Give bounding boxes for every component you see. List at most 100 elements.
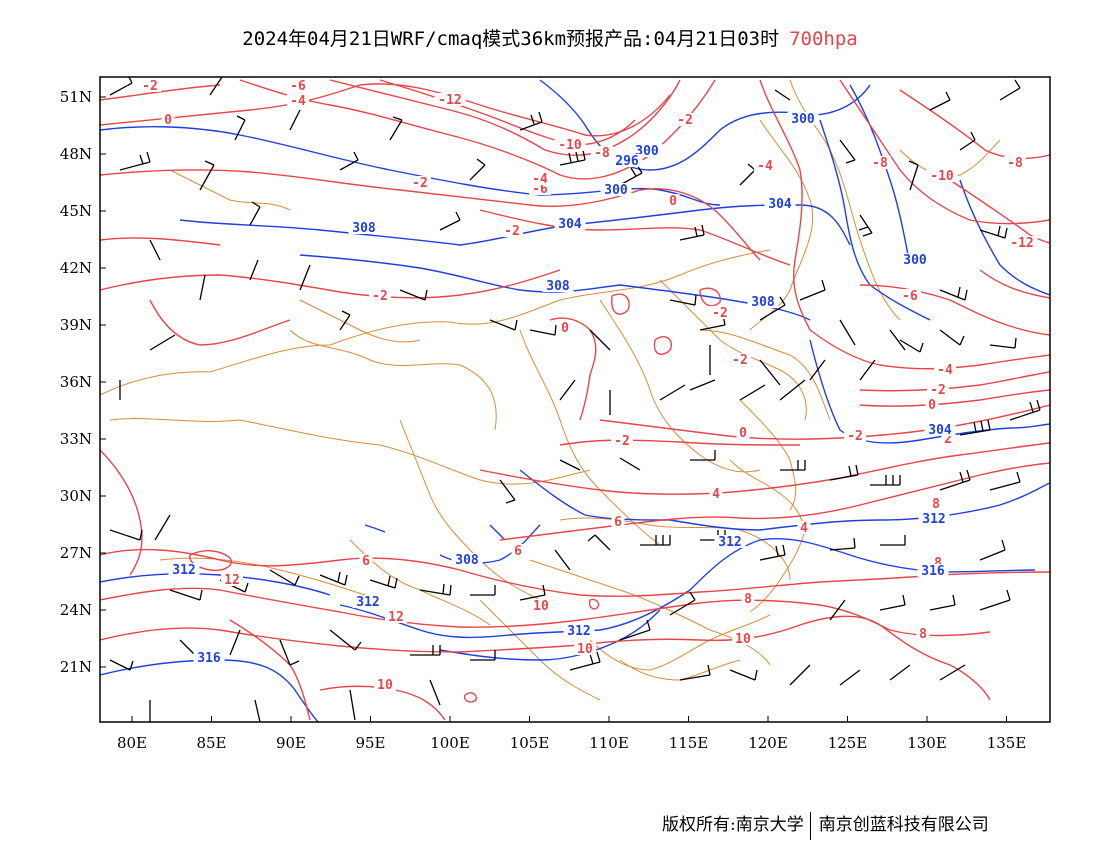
temperature-contour-label: 12 (388, 610, 404, 625)
height-contour-label: 316 (197, 651, 221, 666)
temperature-label-bg (674, 113, 696, 126)
temperature-label-bg (732, 632, 754, 645)
temperature-label-bg (929, 497, 943, 510)
temperature-label-bg (530, 599, 552, 612)
height-label-bg (451, 553, 483, 566)
lat-tick-label: 33N (60, 430, 92, 448)
temperature-contour-label: -2 (677, 113, 693, 128)
temperature-contour-label: 0 (669, 194, 677, 209)
lat-tick-label: 27N (60, 544, 92, 562)
height-label-bg (600, 183, 632, 196)
lon-tick-label: 105E (510, 734, 550, 752)
temperature-contour-label: -2 (712, 306, 728, 321)
footer-right: 南京创蓝科技有限公司 (818, 815, 989, 835)
temperature-contour-label: 0 (928, 398, 936, 413)
height-contour-label: 312 (567, 624, 590, 639)
temperature-contour-label: -2 (847, 429, 863, 444)
temperature-label-bg (709, 487, 723, 500)
temperature-labels: -2 -6-4 -120 -2-10-8-2 -6-40-2-4 -8-10-8-12-6… (139, 79, 1038, 693)
height-contour-label: 300 (903, 253, 927, 268)
temperature-contour-label: -6 (902, 289, 918, 304)
lat-tick-label: 45N (60, 202, 92, 220)
temperature-label-bg (434, 93, 466, 106)
temperature-contour-label: -6 (532, 182, 548, 197)
height-contour-label: 308 (546, 279, 570, 294)
temperature-contour-label: 6 (514, 544, 522, 559)
chart-title: 2024年04月21日WRF/cmaq模式36km预报产品:04月21日03时 7… (0, 24, 1100, 51)
lon-tick-label: 85E (196, 734, 226, 752)
height-label-bg (611, 154, 643, 167)
temperature-contour-label: 8 (919, 627, 927, 642)
temperature-label-bg (666, 194, 680, 207)
temperature-label-bg (1006, 236, 1038, 249)
lon-tick-label: 115E (669, 734, 709, 752)
temperature-label-bg (925, 398, 939, 411)
temperature-label-bg (529, 172, 551, 185)
height-contour-label: 300 (604, 183, 628, 198)
lat-tick-label: 24N (60, 601, 92, 619)
temperature-contour-label: -12 (1010, 236, 1033, 251)
temperature-contour-label: -12 (438, 93, 461, 108)
temperature-label-bg (611, 434, 633, 447)
temperature-contour-label: -4 (290, 94, 306, 109)
temperature-contour-label: 10 (533, 599, 549, 614)
temperature-contour-label: -2 (142, 79, 158, 94)
temperature-label-bg (161, 113, 175, 126)
height-contour-label: 308 (352, 221, 376, 236)
height-contour-label: 300 (791, 112, 815, 127)
footer-separator (809, 811, 811, 840)
temperature-label-bg (797, 521, 811, 534)
temperature-contour-label: -10 (930, 169, 954, 184)
title-level: 700hpa (789, 28, 858, 50)
lat-tick-label: 30N (60, 487, 92, 505)
temperature-label-bg (139, 79, 161, 92)
temperature-contour-label: 8 (744, 592, 752, 607)
temperature-label-bg (554, 138, 586, 151)
temperature-label-bg (916, 627, 930, 640)
height-label-bg (352, 595, 384, 608)
plot-frame (99, 76, 1051, 723)
lon-tick-label: 130E (907, 734, 947, 752)
lon-tick-label: 100E (430, 734, 470, 752)
temperature-label-bg (899, 289, 921, 302)
temperature-contour-label: -2 (412, 176, 428, 191)
temperature-contour-label: 4 (800, 521, 808, 536)
temperature-label-bg (844, 429, 866, 442)
temperature-label-bg (409, 176, 431, 189)
height-contour-label: 304 (768, 197, 792, 212)
lon-tick-label: 80E (117, 734, 147, 752)
temperature-contour-label: 8 (934, 556, 942, 571)
temperature-contour-label: -2 (614, 434, 630, 449)
height-label-bg (631, 144, 663, 157)
copyright-footer: 版权所有:南京大学 南京创蓝科技有限公司 (662, 810, 989, 840)
lat-tick-label: 48N (60, 145, 92, 163)
title-main: 2024年04月21日WRF/cmaq模式36km预报产品:04月21日03时 (242, 28, 780, 50)
lon-tick-label: 125E (828, 734, 868, 752)
height-contour-label: 316 (921, 564, 945, 579)
temperature-contour-label: 6 (362, 554, 370, 569)
height-label-bg (918, 512, 950, 525)
height-label-bg (917, 564, 949, 577)
height-label-bg (563, 624, 595, 637)
temperature-label-bg (611, 515, 625, 528)
temperature-contour-label: 0 (164, 113, 172, 128)
height-label-bg (714, 535, 746, 548)
temperature-label-bg (374, 678, 396, 691)
height-label-bg (787, 112, 819, 125)
lon-tick-label: 120E (748, 734, 788, 752)
height-label-bg (554, 217, 586, 230)
height-label-bg (764, 197, 796, 210)
temperature-contour-label: 12 (224, 573, 240, 588)
temperature-contour-label: 4 (712, 487, 720, 502)
temperature-contour-label: 2 (944, 432, 952, 447)
temperature-label-bg (369, 289, 391, 302)
height-contour-label: 304 (558, 217, 582, 232)
temperature-label-bg (754, 159, 776, 172)
temperature-label-bg (511, 544, 525, 557)
temperature-label-bg (934, 363, 956, 376)
temperature-label-bg (926, 169, 958, 182)
temperature-contour-label: -10 (558, 138, 582, 153)
temperature-label-bg (221, 573, 243, 586)
temperature-contour-label: -8 (594, 146, 610, 161)
